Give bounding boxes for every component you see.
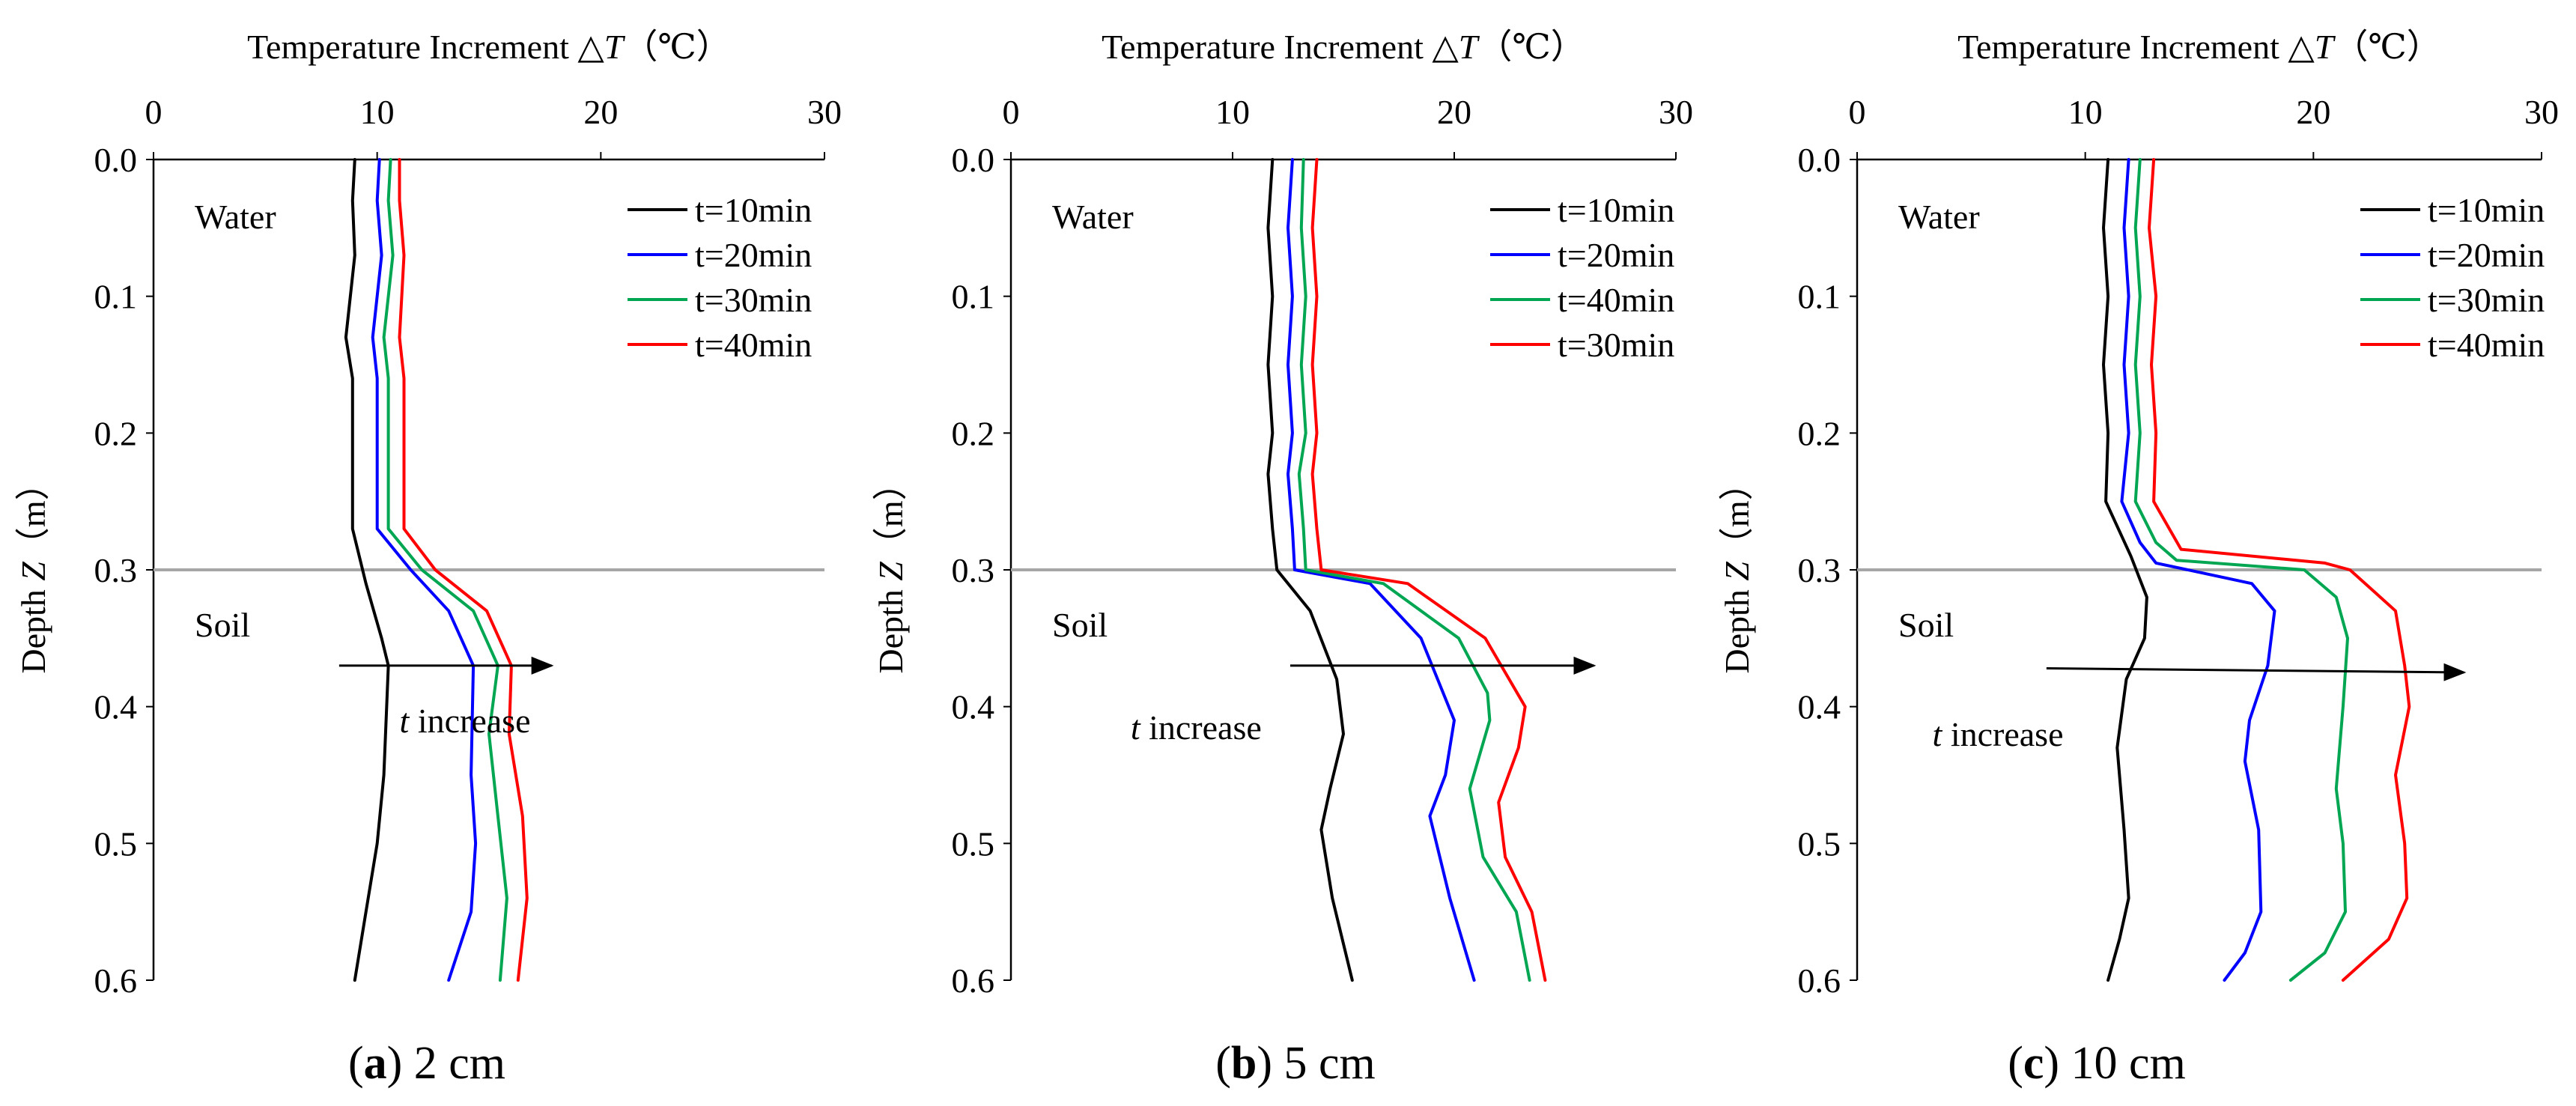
chart-panel-c: Temperature Increment △T（℃） 0 10 20 30 0.0 0.1… <box>1718 28 2559 1089</box>
y-tick-label: 0.4 <box>952 688 995 726</box>
series-line-t-30min <box>1310 158 1547 982</box>
y-tick-label: 0.1 <box>1798 278 1841 316</box>
series-line-t-40min <box>1297 158 1531 982</box>
x-tick-label: 30 <box>2524 93 2559 131</box>
series-line-t-20min <box>1287 158 1476 982</box>
y-tick-label: 0.4 <box>94 688 138 726</box>
x-axis-title: Temperature Increment △T（℃） <box>247 28 731 66</box>
y-axis-title: Depth Z（m） <box>872 466 910 673</box>
y-tick-label: 0.5 <box>94 824 138 863</box>
increase-label: t increase <box>1131 708 1262 747</box>
x-tick-label: 10 <box>360 93 395 131</box>
legend-label: t=20min <box>695 236 812 274</box>
x-tick-label: 10 <box>1215 93 1250 131</box>
series-line-t-10min <box>344 158 390 982</box>
y-tick-label: 0.5 <box>952 824 995 863</box>
series-line-t-30min <box>382 158 508 982</box>
region-label-water: Water <box>195 198 276 236</box>
y-tick-label: 0.4 <box>1798 688 1841 726</box>
y-tick-label: 0.3 <box>1798 551 1841 589</box>
series-line-t-20min <box>2120 158 2276 982</box>
y-tick-label: 0.3 <box>94 551 138 589</box>
series-line-t-10min <box>1266 158 1354 982</box>
legend-label: t=10min <box>1558 191 1674 229</box>
region-label-soil: Soil <box>1052 606 1108 644</box>
x-tick-label: 20 <box>1437 93 1471 131</box>
x-tick-label: 0 <box>1003 93 1020 131</box>
chart-panel-b: Temperature Increment △T（℃） 0 10 20 30 0.0 0.1… <box>872 28 1693 1089</box>
increase-label: t increase <box>400 702 531 740</box>
y-tick-label: 0.6 <box>94 961 138 1000</box>
series-line-t-10min <box>2102 158 2148 982</box>
region-label-water: Water <box>1052 198 1134 236</box>
x-tick-label: 20 <box>583 93 618 131</box>
y-tick-label: 0.2 <box>1798 414 1841 452</box>
increase-label: t increase <box>1933 715 2064 753</box>
y-axis-title: Depth Z（m） <box>14 466 52 673</box>
legend-label: t=40min <box>2428 326 2545 364</box>
series-line-t-40min <box>398 158 529 982</box>
legend-label: t=30min <box>1558 326 1674 364</box>
chart-panel-a: Temperature Increment △T（℃） 0 10 20 30 0.0 0.1… <box>14 28 842 1089</box>
x-axis-title: Temperature Increment △T（℃） <box>1957 28 2441 66</box>
x-axis-title: Temperature Increment △T（℃） <box>1102 28 1585 66</box>
y-tick-label: 0.0 <box>94 141 138 179</box>
legend-label: t=20min <box>2428 236 2545 274</box>
y-axis-title: Depth Z（m） <box>1718 466 1756 673</box>
y-tick-label: 0.6 <box>952 961 995 1000</box>
legend-label: t=40min <box>695 326 812 364</box>
y-tick-label: 0.1 <box>94 278 138 316</box>
y-tick-label: 0.1 <box>952 278 995 316</box>
legend-label: t=30min <box>695 281 812 319</box>
increase-arrow <box>2046 663 2467 681</box>
legend-label: t=10min <box>2428 191 2545 229</box>
y-tick-label: 0.2 <box>952 414 995 452</box>
series-line-t-20min <box>371 158 478 982</box>
y-tick-label: 0.0 <box>1798 141 1841 179</box>
x-tick-label: 10 <box>2068 93 2103 131</box>
y-tick-label: 0.2 <box>94 414 138 452</box>
region-label-soil: Soil <box>195 606 250 644</box>
x-tick-label: 30 <box>807 93 842 131</box>
y-tick-label: 0.3 <box>952 551 995 589</box>
x-tick-label: 0 <box>145 93 162 131</box>
region-label-soil: Soil <box>1898 606 1954 644</box>
y-tick-label: 0.0 <box>952 141 995 179</box>
legend-label: t=30min <box>2428 281 2545 319</box>
x-tick-label: 30 <box>1659 93 1693 131</box>
panel-caption: (b) 5 cm <box>1215 1038 1376 1089</box>
x-tick-label: 20 <box>2296 93 2330 131</box>
panel-caption: (c) 10 cm <box>2008 1038 2186 1089</box>
y-tick-label: 0.6 <box>1798 961 1841 1000</box>
series-line-t-40min <box>2148 158 2411 982</box>
panel-caption: (a) 2 cm <box>348 1038 505 1089</box>
region-label-water: Water <box>1898 198 1980 236</box>
x-tick-label: 0 <box>1849 93 1866 131</box>
legend-label: t=10min <box>695 191 812 229</box>
series-line-t-30min <box>2133 158 2349 982</box>
legend-label: t=40min <box>1558 281 1674 319</box>
legend-label: t=20min <box>1558 236 1674 274</box>
y-tick-label: 0.5 <box>1798 824 1841 863</box>
